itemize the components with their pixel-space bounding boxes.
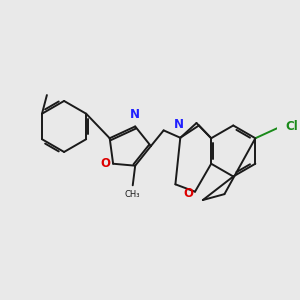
Text: CH₃: CH₃ bbox=[124, 190, 140, 199]
Text: N: N bbox=[130, 108, 140, 121]
Text: Cl: Cl bbox=[286, 120, 298, 133]
Text: N: N bbox=[174, 118, 184, 131]
Text: O: O bbox=[100, 157, 110, 170]
Text: O: O bbox=[183, 187, 193, 200]
